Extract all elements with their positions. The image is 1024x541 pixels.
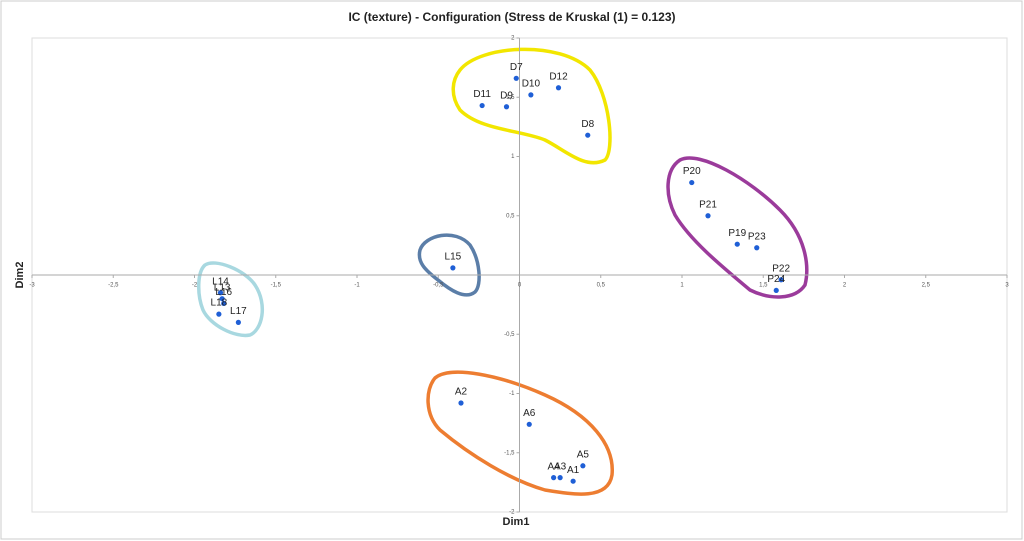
cluster-outline — [426, 370, 614, 496]
x-tick-label: 3 — [1005, 283, 1009, 289]
point — [557, 475, 563, 481]
point — [585, 132, 591, 138]
point-label: A1 — [567, 465, 580, 476]
point-label: A4 — [548, 461, 561, 472]
point-label: A6 — [523, 408, 536, 419]
y-tick-label: -1,5 — [504, 450, 515, 456]
y-tick-label: -0,5 — [504, 332, 515, 338]
point-label: D12 — [549, 71, 568, 82]
y-tick-label: -2 — [509, 510, 515, 516]
point-label: P19 — [728, 228, 746, 239]
point-label: L15 — [445, 252, 462, 263]
point-label: A3 — [554, 461, 567, 472]
point — [216, 311, 222, 317]
point — [513, 75, 519, 81]
point-label: D9 — [500, 90, 513, 101]
y-tick-label: 1,5 — [506, 95, 515, 101]
point — [754, 245, 760, 251]
point — [551, 475, 557, 481]
point-label: A2 — [455, 387, 468, 398]
point-label: P24 — [767, 274, 785, 285]
y-tick-label: 1 — [511, 154, 515, 160]
point — [235, 319, 241, 325]
point — [570, 478, 576, 484]
point — [458, 400, 464, 406]
point-label: L17 — [230, 306, 247, 317]
y-tick-label: 0,5 — [506, 213, 515, 219]
point-label: L13 — [214, 282, 231, 293]
x-tick-label: -0,5 — [433, 283, 444, 289]
point-label: P20 — [683, 166, 701, 177]
x-tick-label: 2,5 — [922, 283, 931, 289]
point — [526, 421, 532, 427]
x-axis-title: Dim1 — [503, 516, 530, 528]
y-tick-label: -1 — [509, 391, 515, 397]
point — [773, 287, 779, 294]
cluster-outline — [666, 156, 809, 299]
cluster-outline — [197, 261, 265, 338]
x-tick-label: 0,5 — [597, 283, 606, 289]
point-label: L16 — [215, 287, 232, 298]
point — [503, 104, 510, 110]
point-label: A5 — [577, 449, 590, 460]
point-label: D8 — [581, 119, 594, 130]
point — [450, 265, 456, 271]
y-axis-title: Dim2 — [14, 262, 26, 289]
point — [778, 277, 784, 283]
x-tick-label: 0 — [518, 283, 522, 289]
x-tick-label: -2 — [192, 283, 198, 289]
point — [689, 179, 695, 186]
point-label: P21 — [699, 199, 717, 210]
cluster-outline — [451, 47, 612, 165]
x-tick-label: 1 — [680, 283, 684, 289]
point-label: P23 — [748, 231, 766, 242]
x-tick-label: -1,5 — [271, 283, 282, 289]
x-tick-label: 2 — [843, 283, 847, 289]
chart-title: IC (texture) - Configuration (Stress de … — [348, 10, 675, 24]
cluster-outline — [417, 233, 481, 297]
point — [528, 92, 534, 98]
point — [705, 213, 711, 219]
point — [217, 290, 224, 296]
x-tick-label: -2,5 — [108, 283, 119, 289]
y-tick-label: 2 — [511, 36, 515, 42]
point — [580, 463, 586, 469]
point-label: L18 — [211, 298, 228, 309]
point — [221, 300, 227, 307]
point — [734, 241, 740, 247]
x-tick-label: -1 — [354, 283, 360, 289]
point — [219, 296, 225, 302]
point-label: D10 — [522, 79, 541, 90]
point — [555, 85, 562, 91]
point-label: L14 — [212, 276, 229, 287]
point — [479, 102, 485, 109]
point-label: D7 — [510, 62, 523, 73]
point-label: P22 — [772, 263, 790, 274]
x-tick-label: 1,5 — [759, 283, 768, 289]
x-tick-label: -3 — [29, 283, 35, 289]
point-label: D11 — [473, 89, 491, 100]
